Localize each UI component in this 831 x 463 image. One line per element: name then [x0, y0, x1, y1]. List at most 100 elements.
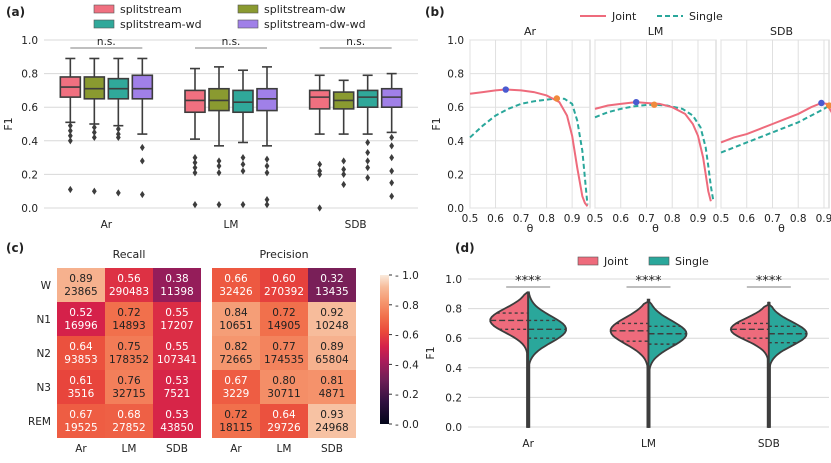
box-a	[308, 89, 331, 110]
cell-value-c: 0.53	[165, 375, 188, 387]
optimum-marker-joint-b	[502, 86, 509, 93]
outlier-a	[365, 174, 371, 182]
heatmap-cell-c	[308, 404, 356, 438]
ylabel-a: F1	[2, 117, 15, 130]
joint-curve-b	[720, 101, 831, 144]
optimum-marker-single-b	[651, 101, 658, 108]
ytick-b: 0.0	[447, 203, 464, 215]
outlier-a	[67, 137, 73, 145]
ytick-d: 0.0	[445, 422, 462, 434]
violin-joint-d	[489, 291, 530, 428]
box-a	[184, 89, 206, 114]
xtick-b: 0.7	[638, 213, 655, 225]
cell-count-c: 14905	[267, 320, 300, 332]
panel-c-label: (c)	[6, 241, 24, 255]
cell-count-c: 29726	[267, 422, 301, 434]
col-label-c: Ar	[230, 443, 242, 455]
sig-label-d: ****	[515, 274, 542, 289]
xtick-b: 0.8	[664, 213, 681, 225]
ytick-a: 0.8	[21, 69, 38, 81]
outlier-a	[389, 154, 395, 162]
heatmap-cell-c	[153, 370, 201, 404]
legend-label-a: splitstream-dw-wd	[264, 18, 366, 31]
cell-value-c: 0.89	[320, 341, 343, 353]
cell-value-c: 0.82	[224, 341, 247, 353]
heatmap-cell-c	[260, 302, 308, 336]
xtick-d: LM	[641, 438, 656, 450]
xtick-b: 0.9	[564, 213, 581, 225]
heatmap-cell-c	[153, 268, 201, 302]
xtick-b: 0.6	[738, 213, 755, 225]
heatmap-cell-c	[308, 370, 356, 404]
outlier-a	[216, 157, 222, 165]
heatmap-cell-c	[153, 302, 201, 336]
cell-value-c: 0.89	[69, 273, 92, 285]
cell-count-c: 178352	[109, 354, 149, 366]
subplot-title-b: LM	[648, 25, 664, 38]
outlier-a	[91, 133, 97, 142]
cell-value-c: 0.72	[224, 409, 247, 421]
xtick-b: 0.6	[487, 213, 504, 225]
xtick-a: SDB	[345, 219, 367, 231]
outlier-a	[192, 154, 198, 162]
outlier-a	[240, 154, 246, 162]
box-a	[83, 76, 106, 100]
cell-count-c: 43850	[160, 422, 193, 434]
box-a	[208, 87, 230, 112]
heatmap-cell-c	[57, 336, 105, 370]
heatmap-cell-c	[57, 404, 105, 438]
cell-value-c: 0.61	[69, 375, 92, 387]
violin-single-d	[527, 291, 567, 428]
heatmap-cell-c	[212, 268, 260, 302]
cell-count-c: 23865	[64, 286, 97, 298]
legend-label-a: splitstream	[120, 3, 182, 16]
xtick-a: Ar	[101, 219, 113, 231]
cell-value-c: 0.67	[69, 409, 92, 421]
ytick-a: 0.6	[21, 102, 38, 114]
col-label-c: SDB	[166, 443, 188, 455]
legend-label-a: splitstream-wd	[120, 18, 202, 31]
ytick-a: 1.0	[21, 35, 38, 47]
outlier-a	[139, 157, 145, 165]
cell-value-c: 0.52	[69, 307, 92, 319]
row-label-c: N2	[36, 348, 51, 360]
col-label-c: SDB	[321, 443, 343, 455]
ytick-d: 0.8	[445, 304, 462, 316]
subplot-title-b: Ar	[524, 25, 537, 38]
outlier-a	[67, 122, 73, 130]
row-label-c: N3	[36, 382, 51, 394]
heatmap-cell-c	[153, 336, 201, 370]
heatmap-cell-c	[105, 268, 153, 302]
cell-count-c: 3516	[68, 388, 95, 400]
heatmap-cell-c	[260, 336, 308, 370]
violin-single-d	[647, 298, 688, 428]
outlier-a	[91, 187, 97, 195]
box-a	[380, 87, 403, 109]
legend-swatch-a	[93, 19, 115, 29]
xtick-d: SDB	[758, 438, 780, 450]
ytick-b: 0.4	[447, 136, 464, 148]
outlier-a	[67, 185, 73, 194]
outlier-a	[389, 167, 395, 175]
cell-value-c: 0.77	[272, 341, 295, 353]
col-label-c: Ar	[75, 443, 87, 455]
cell-count-c: 16996	[64, 320, 98, 332]
xtick-b: 0.8	[538, 213, 555, 225]
cell-value-c: 0.64	[272, 409, 296, 421]
cell-count-c: 174535	[264, 354, 304, 366]
outlier-a	[216, 169, 222, 177]
cell-count-c: 14893	[112, 320, 145, 332]
heatmap-cell-c	[212, 404, 260, 438]
xtick-b: 0.5	[587, 213, 604, 225]
heatmap-title-c: Precision	[259, 248, 308, 261]
legend-swatch-d	[577, 256, 599, 266]
cell-count-c: 13435	[315, 286, 348, 298]
sig-label-a: n.s.	[222, 36, 241, 48]
legend-swatch-a	[237, 4, 259, 14]
heatmap-cell-c	[212, 336, 260, 370]
outlier-a	[365, 157, 371, 165]
cell-value-c: 0.68	[117, 409, 140, 421]
cell-count-c: 72665	[219, 354, 252, 366]
xlabel-b: θ	[527, 222, 534, 235]
colorbar-label-c: - 0.2	[395, 389, 419, 401]
